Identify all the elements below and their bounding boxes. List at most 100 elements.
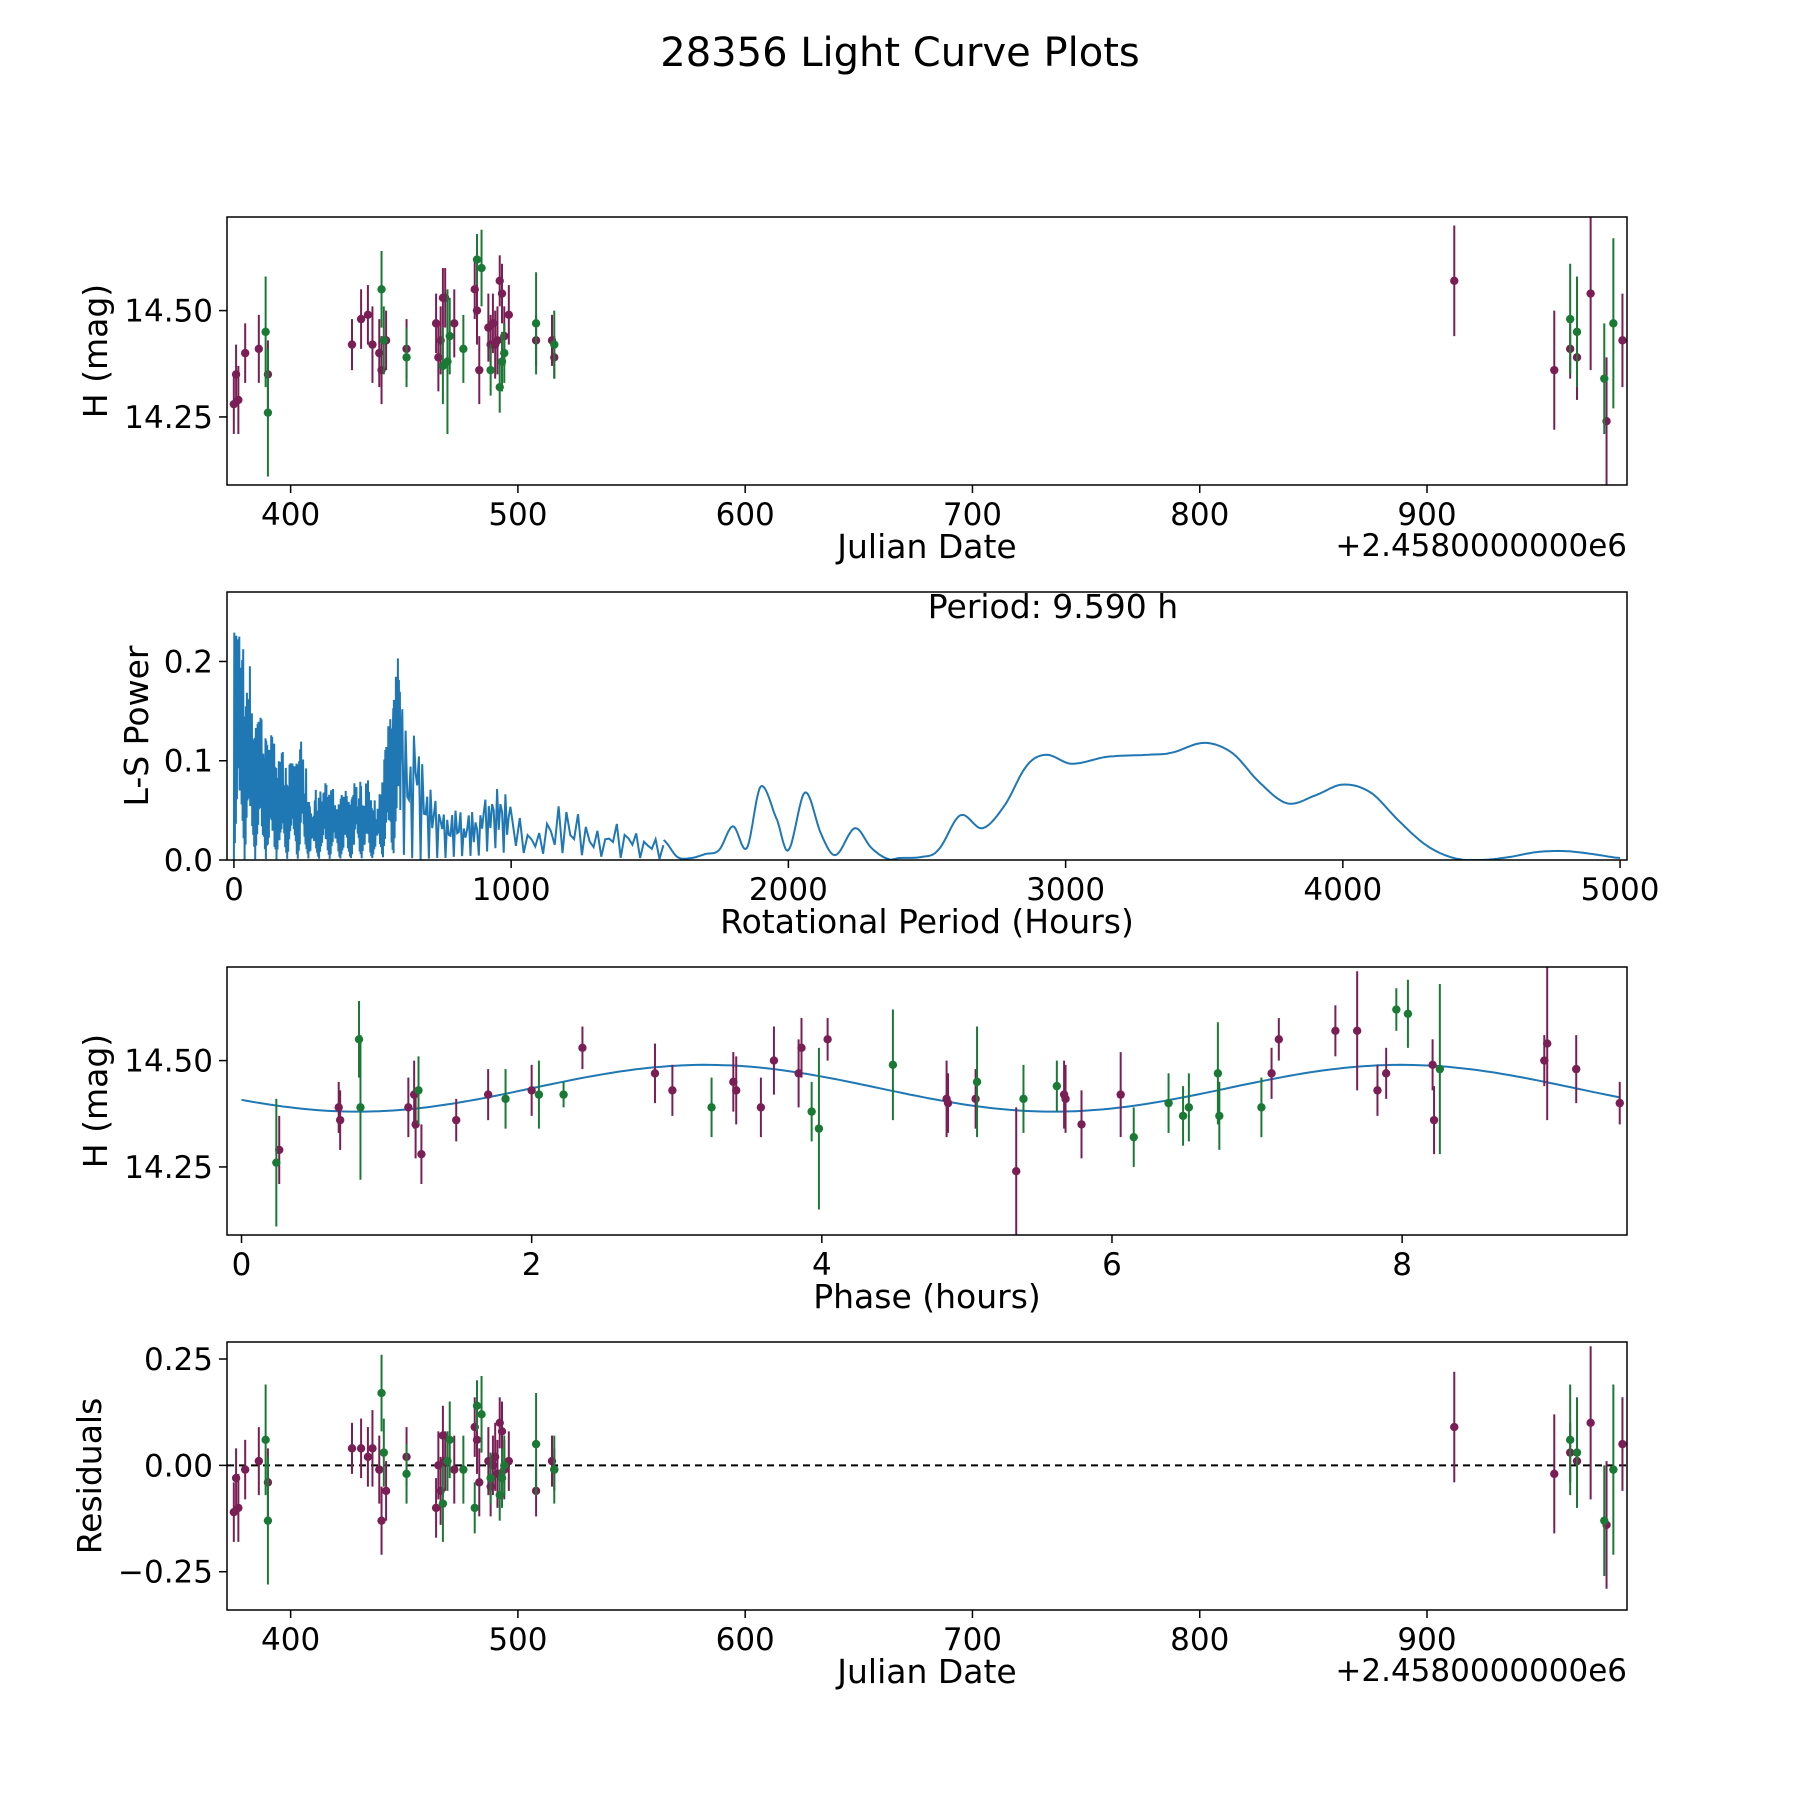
lightcurve-point-magenta <box>254 344 264 354</box>
phased-point-green <box>272 1158 281 1167</box>
lightcurve-ytick-label: 14.25 <box>124 400 213 436</box>
lightcurve-xtick-label: 900 <box>1397 497 1456 533</box>
lightcurve-point-green <box>377 285 386 294</box>
lightcurve-xtick-label: 700 <box>943 497 1002 533</box>
phased-point-magenta <box>1543 1039 1552 1048</box>
periodogram-smooth-line <box>662 741 1621 860</box>
residuals-point-green <box>459 1465 468 1474</box>
lightcurve-xtick-label: 500 <box>488 497 547 533</box>
residuals-ytick-label: −0.25 <box>118 1555 213 1591</box>
phased-point-magenta <box>1381 1069 1391 1078</box>
lightcurve-point-green <box>379 336 389 345</box>
phased-point-magenta <box>650 1069 660 1078</box>
residuals-point-magenta <box>1550 1469 1559 1479</box>
lightcurve-point-magenta <box>240 348 250 358</box>
residuals-xtick-label: 400 <box>261 1622 320 1658</box>
lightcurve-point-magenta <box>368 340 377 349</box>
phased-point-magenta <box>1428 1060 1437 1070</box>
panel-periodogram: 0 1000 2000 3000 4000 5000 0.0 0.1 0.2 Period: 9… <box>117 587 1660 941</box>
periodogram-xtick-label: 3000 <box>1026 872 1105 908</box>
phased-xtick-label: 2 <box>522 1247 542 1283</box>
phased-point-green <box>888 1060 898 1070</box>
residuals-point-magenta <box>377 1516 386 1525</box>
phased-point-magenta <box>756 1103 766 1112</box>
residuals-point-green <box>500 1461 509 1470</box>
phased-point-magenta <box>452 1115 461 1125</box>
lightcurve-ytick-label: 14.50 <box>124 294 213 330</box>
phased-point-magenta <box>1061 1094 1070 1104</box>
residuals-xtick-label: 500 <box>488 1622 547 1658</box>
residuals-point-green <box>550 1465 559 1474</box>
panel-phased: 0 2 4 6 8 14.25 14.50 Phase (hours) H (mag) <box>76 966 1628 1316</box>
residuals-ticks: 400 500 600 700 800 900 0.25 0.00 −0.25 <box>118 1342 1457 1658</box>
residuals-point-green <box>486 1473 495 1483</box>
residuals-point-magenta <box>254 1456 264 1466</box>
phased-point-green <box>1178 1111 1188 1121</box>
lightcurve-point-magenta <box>472 306 482 315</box>
phased-ticks: 0 2 4 6 8 14.25 14.50 <box>124 1044 1412 1283</box>
periodogram-plot-area <box>232 632 1621 860</box>
lightcurve-point-green <box>550 340 559 349</box>
lightcurve-point-green <box>263 408 273 417</box>
residuals-xtick-label: 900 <box>1397 1622 1456 1658</box>
phased-point-magenta <box>578 1043 587 1053</box>
phased-point-green <box>707 1103 716 1112</box>
phased-point-green <box>814 1124 824 1133</box>
residuals-point-magenta <box>475 1478 484 1487</box>
residuals-point-magenta <box>1618 1439 1627 1449</box>
period-annotation: Period: 9.590 h <box>928 587 1178 626</box>
lightcurve-point-green <box>459 344 468 354</box>
phased-point-green <box>1213 1069 1223 1078</box>
periodogram-xtick-label: 2000 <box>749 872 828 908</box>
lightcurve-xlabel: Julian Date <box>835 527 1017 566</box>
lightcurve-point-green <box>402 353 411 362</box>
lightcurve-point-magenta <box>475 365 484 375</box>
residuals-point-green <box>470 1503 479 1513</box>
residuals-xtick-label: 800 <box>1170 1622 1229 1658</box>
lightcurve-xtick-label: 600 <box>716 497 775 533</box>
panel-lightcurve: 400 500 600 700 800 900 14.25 14.50 Julian Date… <box>76 216 1628 566</box>
phased-point-green <box>972 1077 982 1087</box>
residuals-xtick-label: 600 <box>716 1622 775 1658</box>
residuals-point-green <box>438 1499 448 1508</box>
phased-ytick-label: 14.25 <box>124 1150 213 1186</box>
lightcurve-point-magenta <box>1618 336 1627 345</box>
lightcurve-point-green <box>1600 374 1609 383</box>
phased-point-green <box>414 1086 423 1095</box>
lightcurve-point-green <box>261 327 270 337</box>
panel-residuals: 400 500 600 700 800 900 0.25 0.00 −0.25 Julian D… <box>70 1341 1628 1691</box>
periodogram-ytick-label: 0.2 <box>164 644 213 680</box>
residuals-point-magenta <box>1586 1418 1595 1428</box>
lightcurve-point-magenta <box>1450 276 1459 286</box>
phased-point-green <box>1019 1094 1028 1104</box>
residuals-ytick-label: 0.00 <box>144 1448 213 1484</box>
phased-point-magenta <box>417 1149 426 1159</box>
phased-point-magenta <box>335 1115 345 1125</box>
phased-point-green <box>1052 1081 1062 1091</box>
residuals-xlabel: Julian Date <box>835 1652 1017 1691</box>
residuals-point-green <box>377 1388 386 1398</box>
residuals-point-green <box>263 1516 273 1525</box>
phased-point-green <box>559 1090 568 1099</box>
phased-point-magenta <box>1077 1120 1086 1129</box>
phased-point-magenta <box>769 1056 779 1065</box>
periodogram-xlabel: Rotational Period (Hours) <box>720 902 1134 941</box>
phased-point-magenta <box>943 1098 953 1108</box>
residuals-point-green <box>531 1439 541 1449</box>
periodogram-ticks: 0 1000 2000 3000 4000 5000 0.0 0.1 0.2 <box>164 644 1660 908</box>
phased-point-green <box>354 1035 364 1044</box>
phased-point-green <box>1184 1103 1194 1112</box>
periodogram-ytick-label: 0.0 <box>164 843 213 879</box>
periodogram-noise-line <box>232 632 665 860</box>
phased-axes-frame <box>226 966 1628 1236</box>
residuals-point-green <box>1565 1435 1575 1445</box>
phased-xtick-label: 0 <box>232 1247 252 1283</box>
lightcurve-point-green <box>1565 314 1575 324</box>
phased-point-magenta <box>1331 1026 1340 1036</box>
phased-point-green <box>807 1107 816 1116</box>
lightcurve-point-magenta <box>356 314 366 324</box>
residuals-point-magenta <box>497 1427 507 1436</box>
residuals-point-green <box>261 1435 270 1445</box>
residuals-point-magenta <box>363 1452 373 1462</box>
periodogram-xtick-label: 5000 <box>1581 872 1660 908</box>
